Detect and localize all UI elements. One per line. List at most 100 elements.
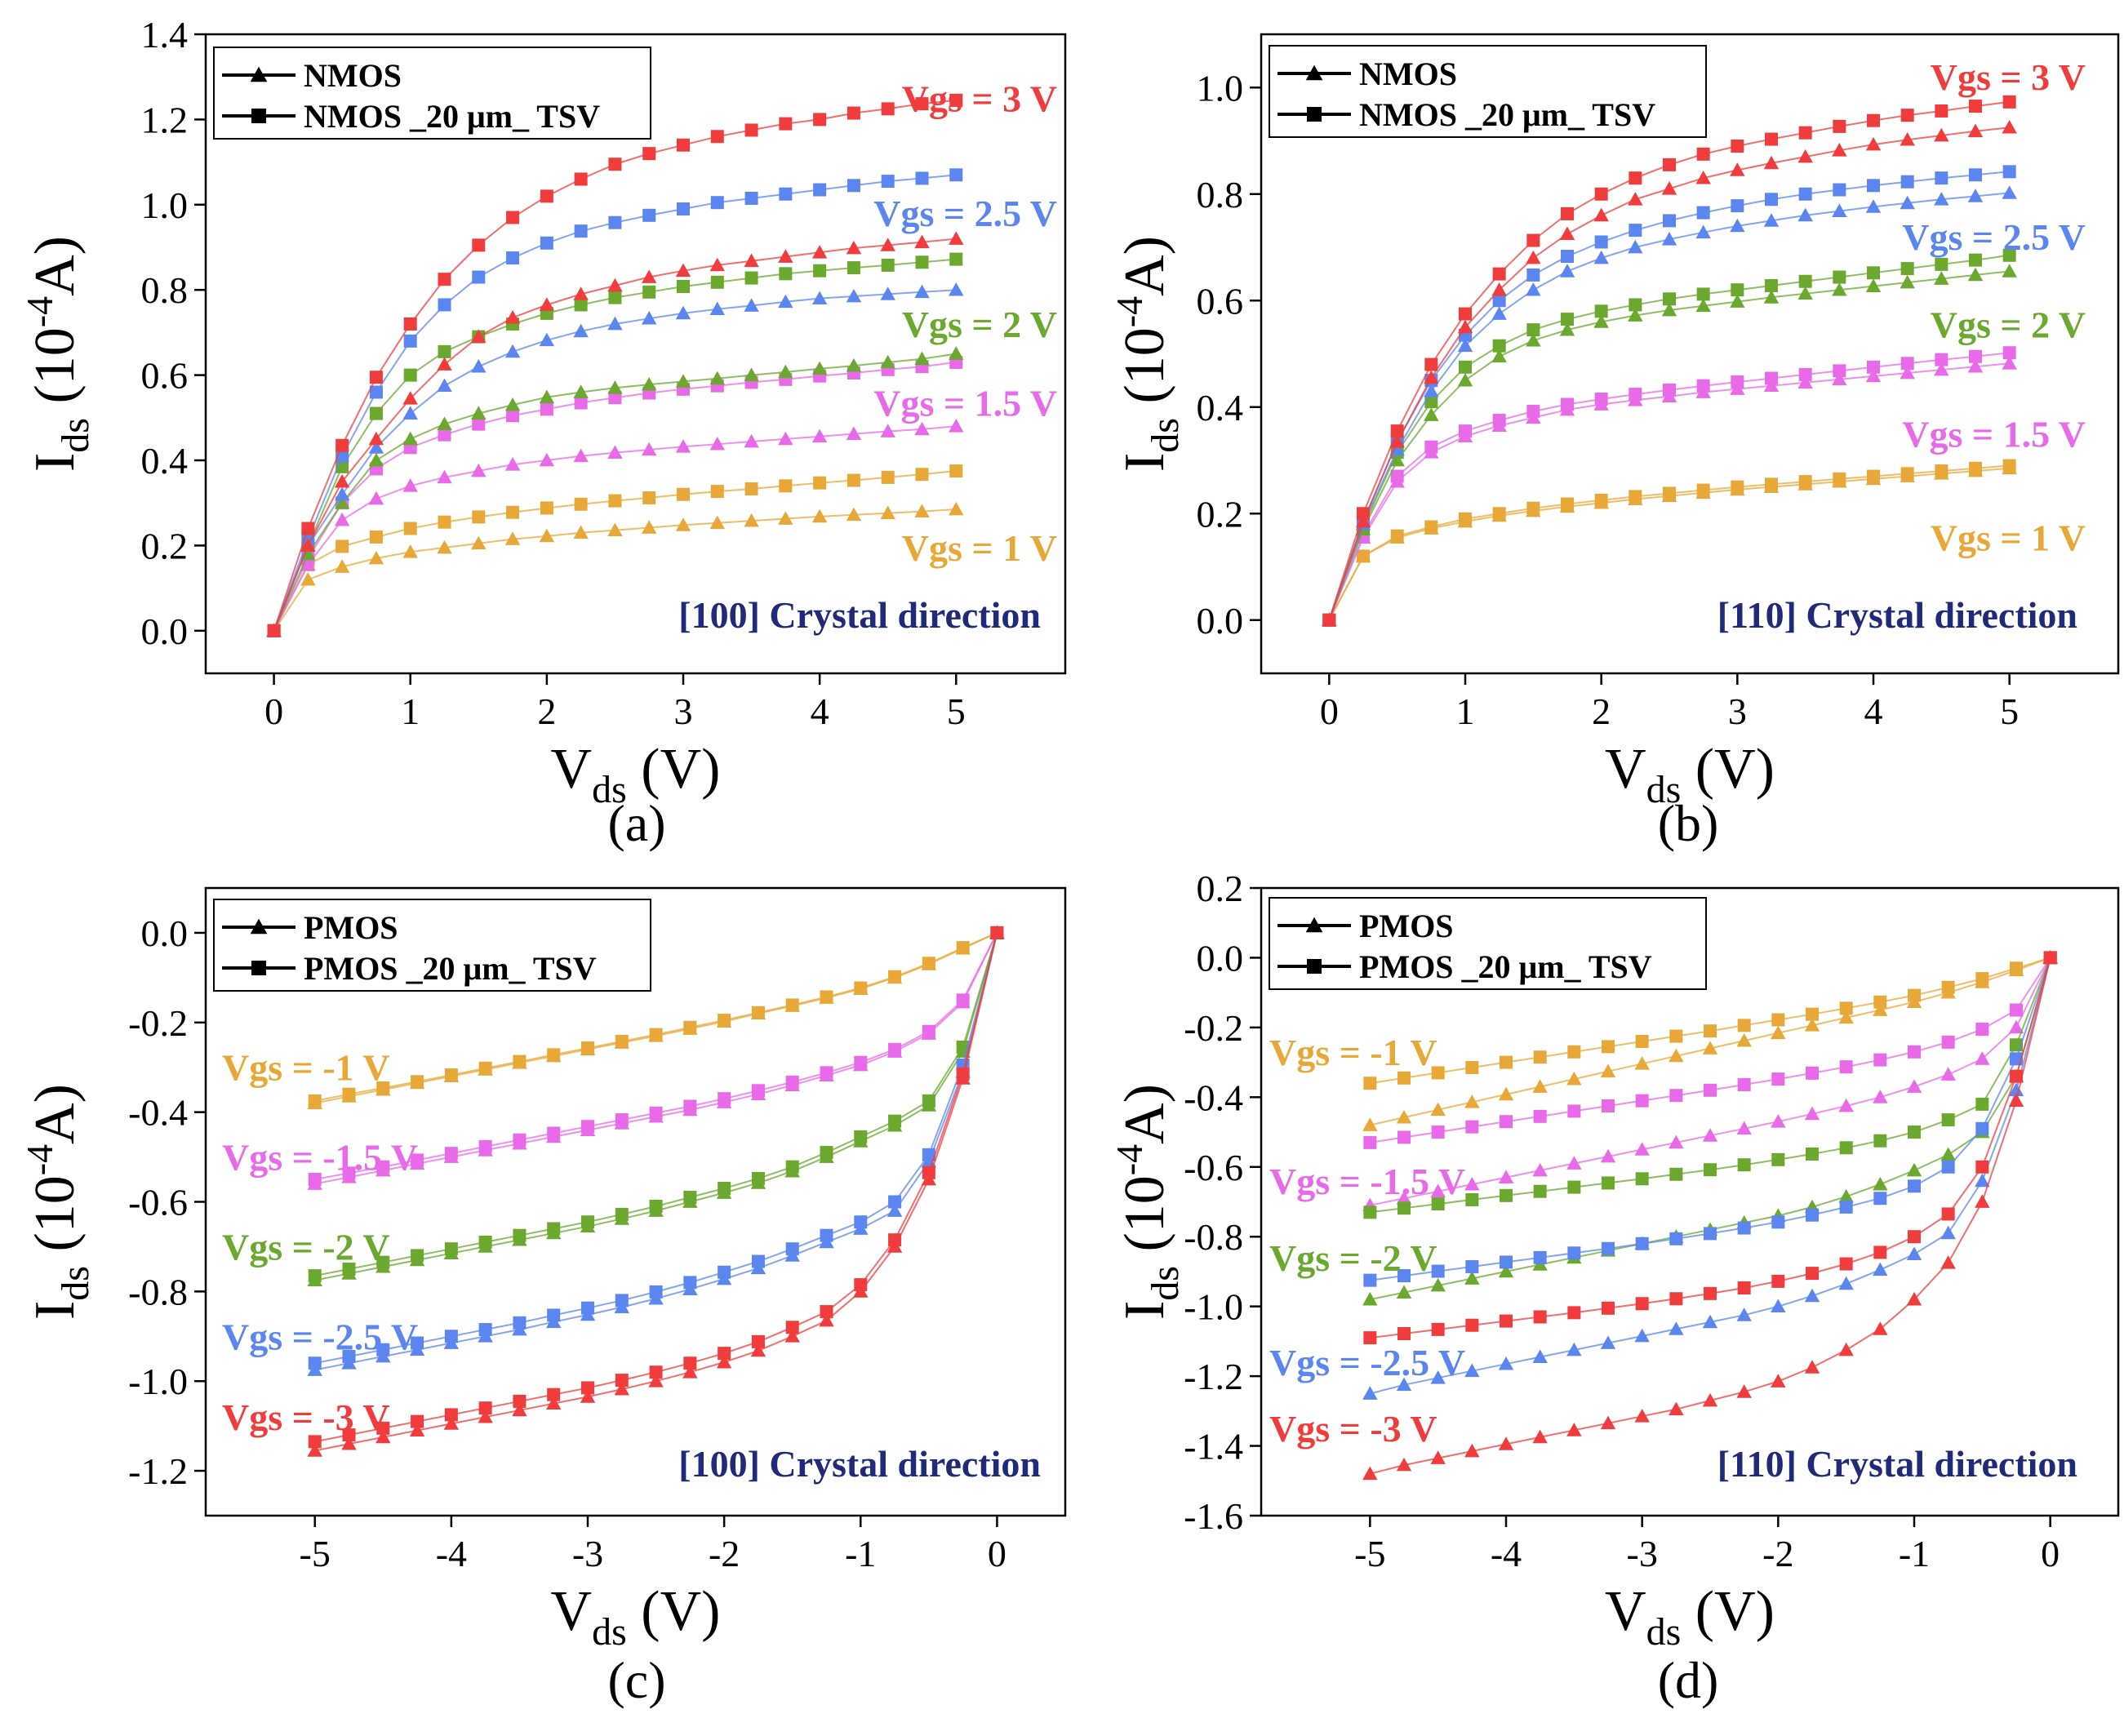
data-point <box>1935 104 1948 118</box>
data-point <box>710 130 724 144</box>
data-point <box>1430 1370 1446 1384</box>
x-tick-label: 2 <box>1592 690 1611 732</box>
data-point <box>1457 338 1473 353</box>
data-point <box>922 1094 935 1108</box>
x-axis-label: Vds (V) <box>551 738 721 811</box>
data-point <box>547 1048 561 1062</box>
data-point <box>615 1112 629 1126</box>
data-point <box>682 1365 698 1379</box>
x-tick-label: -5 <box>300 1533 331 1574</box>
data-point <box>1804 1288 1820 1303</box>
data-point <box>846 106 860 120</box>
data-point <box>615 1207 629 1221</box>
data-point <box>1492 294 1506 308</box>
data-point <box>881 175 895 189</box>
data-point <box>443 1416 460 1430</box>
data-point <box>1397 1130 1411 1144</box>
data-point <box>1873 1134 1887 1148</box>
data-point <box>744 191 758 205</box>
data-point <box>1798 475 1812 489</box>
data-point <box>608 494 622 508</box>
data-point <box>1704 1083 1717 1097</box>
data-point <box>1526 404 1540 418</box>
data-point <box>915 171 929 185</box>
data-point <box>813 183 827 197</box>
data-point <box>1669 1292 1683 1306</box>
data-point <box>1873 1262 1888 1276</box>
data-point <box>1663 214 1676 228</box>
data-point <box>1934 192 1949 206</box>
data-point <box>1940 1067 1956 1081</box>
data-point <box>1833 270 1846 284</box>
data-point <box>1567 1306 1581 1320</box>
data-point <box>444 1068 458 1082</box>
data-point <box>880 505 895 520</box>
data-point <box>1867 360 1880 374</box>
data-point <box>1430 1102 1446 1117</box>
data-point <box>751 1171 765 1185</box>
legend-marker <box>251 109 266 123</box>
data-point <box>540 402 553 416</box>
data-point <box>648 1374 664 1387</box>
data-point <box>1975 1051 1990 1065</box>
y-tick-label: -0.8 <box>1184 1216 1243 1258</box>
data-point <box>1833 119 1846 133</box>
data-point <box>1464 1271 1480 1285</box>
data-point <box>914 234 930 249</box>
data-point <box>411 1075 424 1089</box>
data-point <box>642 520 657 534</box>
data-point <box>709 515 725 530</box>
data-point <box>341 1436 357 1450</box>
data-point <box>956 941 970 955</box>
data-point <box>1839 1001 1853 1015</box>
y-axis-label: Ids (10-4A) <box>19 1084 97 1320</box>
data-point <box>820 990 833 1004</box>
data-point <box>1935 464 1948 478</box>
data-point <box>368 491 384 505</box>
series-vgs-2.5-v-tsv- <box>308 926 1004 1370</box>
data-point <box>784 1329 800 1343</box>
data-point <box>1771 1025 1786 1040</box>
data-point <box>779 479 793 493</box>
data-point <box>1806 1007 1819 1021</box>
y-tick-label: 1.4 <box>141 14 189 55</box>
crystal-direction-annotation: [100] Crystal direction <box>678 1443 1041 1485</box>
data-point <box>811 428 828 443</box>
x-tick-label: 0 <box>988 1533 1006 1574</box>
data-point <box>1900 109 1914 122</box>
data-point <box>411 1336 424 1350</box>
data-point <box>1602 1176 1615 1190</box>
data-point <box>1908 1045 1921 1059</box>
data-point <box>1526 233 1540 247</box>
data-point <box>1900 274 1915 289</box>
data-point <box>751 1334 765 1348</box>
data-point <box>1935 171 1948 185</box>
data-point <box>411 1153 424 1167</box>
data-point <box>1704 1227 1717 1241</box>
data-point <box>369 371 383 384</box>
data-point <box>1322 613 1336 627</box>
data-point <box>1431 1066 1445 1080</box>
data-point <box>1526 250 1541 264</box>
data-point <box>683 1356 697 1370</box>
data-point <box>478 1409 493 1423</box>
data-point <box>300 538 316 552</box>
data-point <box>1464 1094 1480 1108</box>
y-tick-label: -0.6 <box>1184 1147 1243 1188</box>
data-point <box>683 1020 697 1034</box>
data-point <box>1459 512 1472 526</box>
data-point <box>1908 1126 1921 1139</box>
data-point <box>308 1356 322 1370</box>
series-vgs-3-v-tsv- <box>267 93 963 637</box>
data-point <box>573 448 589 463</box>
data-point <box>608 391 622 405</box>
data-point <box>334 486 350 501</box>
data-point <box>2002 95 2016 109</box>
data-point <box>539 389 555 404</box>
data-point <box>785 1160 799 1174</box>
data-point <box>1865 199 1882 213</box>
data-point <box>1430 1450 1446 1464</box>
legend-marker <box>1305 64 1323 81</box>
data-point <box>949 168 963 182</box>
series-vgs-2.5-v-tsv- <box>1322 165 2016 627</box>
